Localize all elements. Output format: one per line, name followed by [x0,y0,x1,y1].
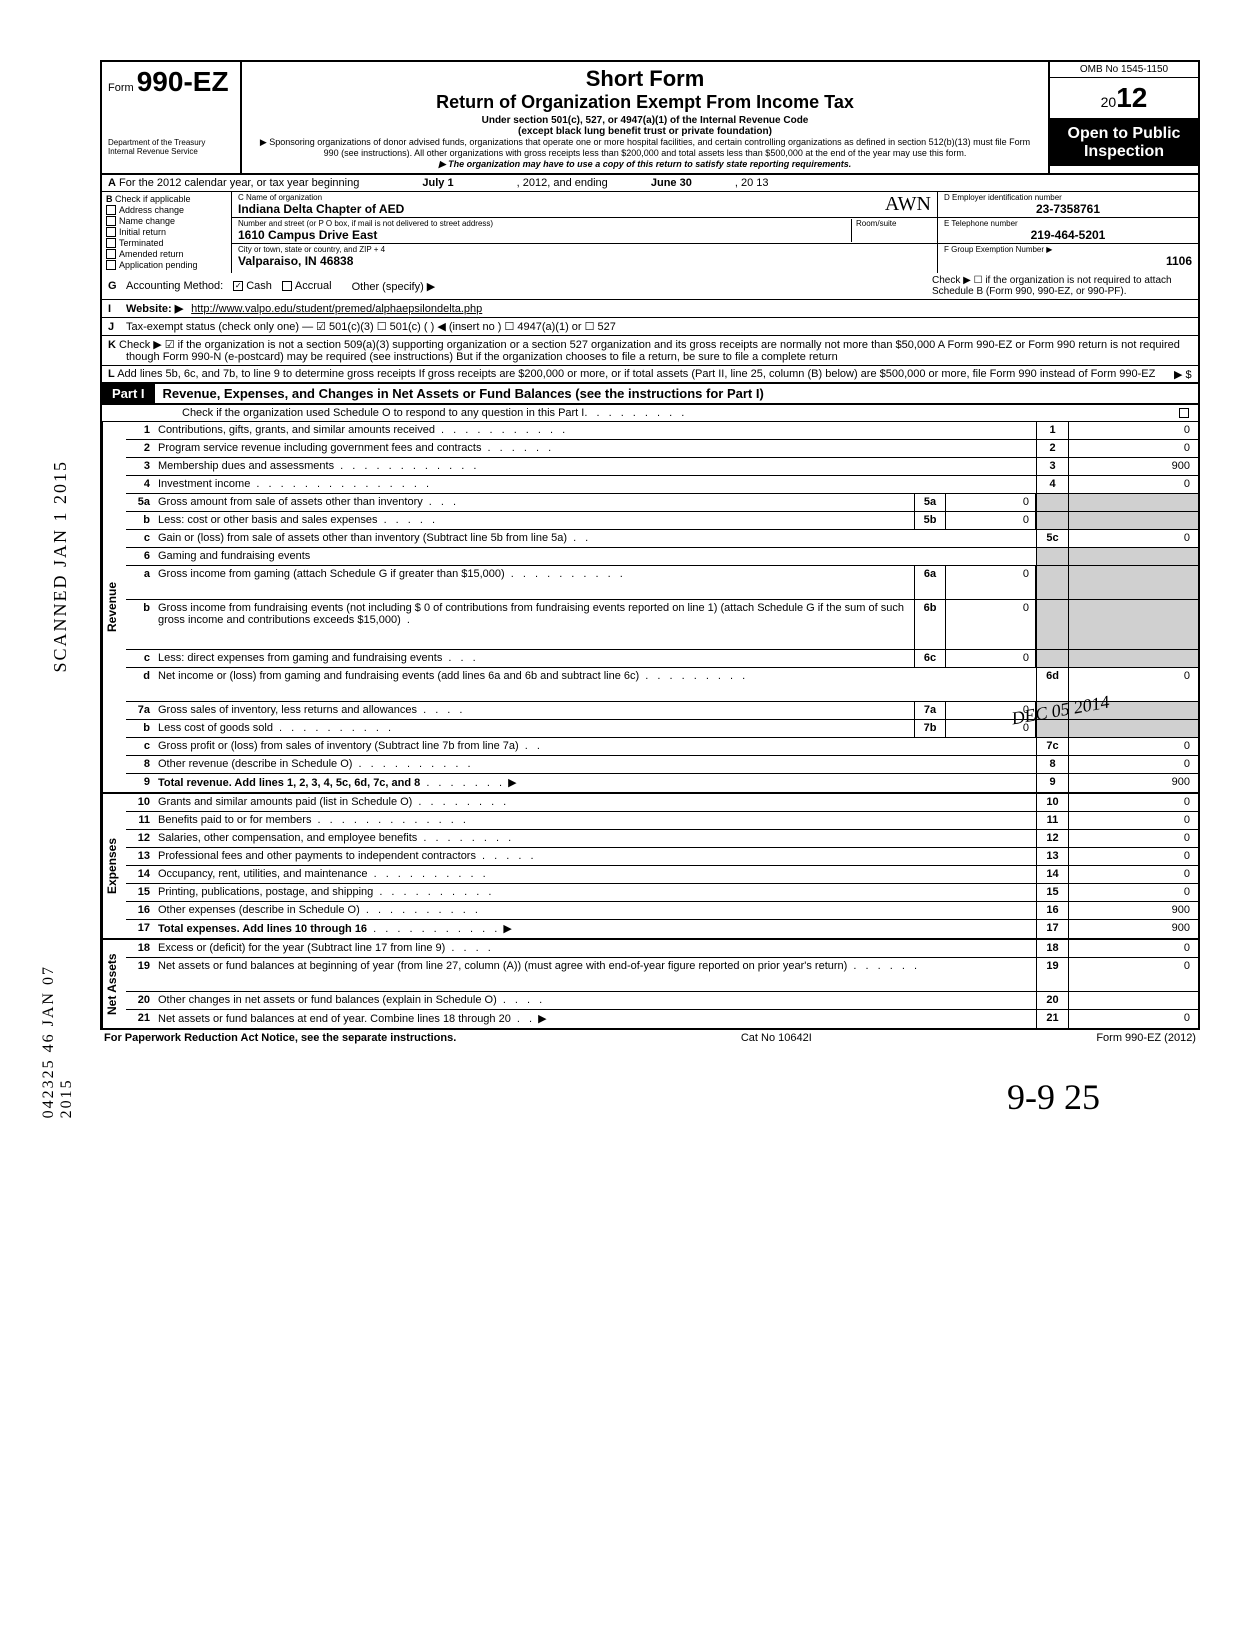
short-form-title: Short Form [252,66,1038,92]
col-right-ids: D Employer identification number 23-7358… [938,192,1198,273]
form-rev: Form 990-EZ (2012) [1096,1032,1196,1044]
row-g: G Accounting Method: ✓ Cash Accrual Othe… [100,273,1200,300]
expenses-section: Expenses 10Grants and similar amounts pa… [100,794,1200,940]
revenue-section: Revenue 1Contributions, gifts, grants, a… [100,422,1200,794]
sponsor-note: Sponsoring organizations of donor advise… [252,137,1038,159]
form-header: Form 990-EZ Department of the Treasury I… [100,60,1200,175]
checkbox-amended[interactable] [106,249,116,259]
row-h: Check ▶ ☐ if the organization is not req… [932,275,1192,297]
tax-year: 2012 [1050,78,1198,119]
under-section: Under section 501(c), 527, or 4947(a)(1)… [252,115,1038,126]
header-center: Short Form Return of Organization Exempt… [242,62,1048,173]
scanned-stamp: SCANNED JAN 1 2015 [50,460,71,673]
row-l: L Add lines 5b, 6c, and 7b, to line 9 to… [100,366,1200,384]
checkbox-address-change[interactable] [106,205,116,215]
form-number: Form 990-EZ [108,66,234,98]
row-k: K Check ▶ ☑ if the organization is not a… [100,336,1200,366]
schedule-o-check: Check if the organization used Schedule … [100,405,1200,422]
open-to-public: Open to Public Inspection [1050,119,1198,166]
row-j: J Tax-exempt status (check only one) — ☑… [100,318,1200,336]
net-assets-section: Net Assets 18Excess or (deficit) for the… [100,940,1200,1030]
copy-note: The organization may have to use a copy … [252,159,1038,170]
handwritten-signature: 9-9 25 [100,1076,1200,1118]
form-page: SCANNED JAN 1 2015 042325 46 JAN 07 2015… [100,60,1200,1118]
return-title: Return of Organization Exempt From Incom… [252,92,1038,113]
checkbox-name-change[interactable] [106,216,116,226]
header-left: Form 990-EZ Department of the Treasury I… [102,62,242,173]
checkbox-schedule-o[interactable] [1179,408,1189,418]
col-c-identity: C Name of organization Indiana Delta Cha… [232,192,938,273]
handwritten-annotation: AWN [885,193,931,216]
part-i-header: Part I Revenue, Expenses, and Changes in… [100,384,1200,405]
part-i-title: Revenue, Expenses, and Changes in Net As… [155,384,1198,403]
checkbox-application-pending[interactable] [106,260,116,270]
net-assets-label: Net Assets [102,940,126,1028]
expenses-label: Expenses [102,794,126,938]
entity-block: B Check if applicable Address change Nam… [100,192,1200,273]
row-a-tax-year: A For the 2012 calendar year, or tax yea… [100,175,1200,192]
header-right: OMB No 1545-1150 2012 Open to Public Ins… [1048,62,1198,173]
except-note: (except black lung benefit trust or priv… [252,126,1038,137]
paperwork-footer: For Paperwork Reduction Act Notice, see … [100,1030,1200,1046]
checkbox-initial-return[interactable] [106,227,116,237]
col-b-checkboxes: B Check if applicable Address change Nam… [102,192,232,273]
row-i: I Website: ▶ http://www.valpo.edu/studen… [100,300,1200,318]
part-i-tag: Part I [102,384,155,403]
checkbox-accrual[interactable] [282,281,292,291]
receipt-date-stamp: 042325 46 JAN 07 2015 [40,930,76,1118]
omb-number: OMB No 1545-1150 [1050,62,1198,78]
dept-treasury: Department of the Treasury Internal Reve… [108,138,234,156]
checkbox-terminated[interactable] [106,238,116,248]
revenue-label: Revenue [102,422,126,792]
checkbox-cash[interactable]: ✓ [233,281,243,291]
